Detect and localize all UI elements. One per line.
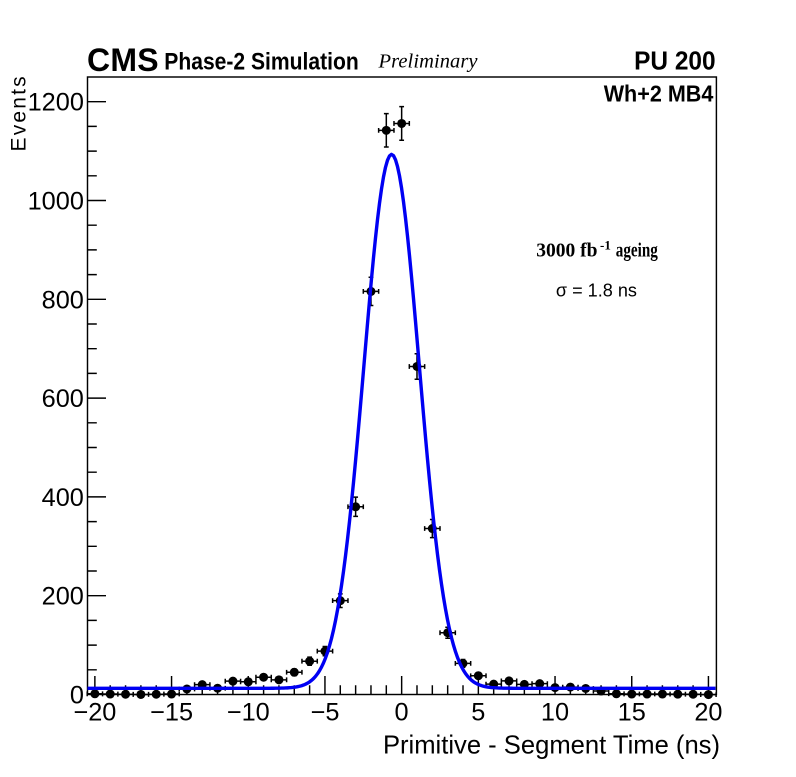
- svg-text:Phase-2 Simulation: Phase-2 Simulation: [164, 49, 358, 76]
- svg-text:−5: −5: [311, 699, 340, 727]
- svg-text:Events: Events: [8, 76, 31, 151]
- svg-text:20: 20: [694, 699, 722, 727]
- svg-text:5: 5: [471, 699, 485, 727]
- svg-text:400: 400: [42, 484, 84, 512]
- svg-text:PU 200: PU 200: [634, 47, 716, 75]
- svg-text:1200: 1200: [28, 89, 84, 117]
- svg-text:−15: −15: [150, 699, 193, 727]
- svg-text:Wh+2 MB4: Wh+2 MB4: [604, 80, 714, 106]
- svg-text:CMS: CMS: [87, 42, 159, 78]
- svg-text:800: 800: [42, 286, 84, 314]
- svg-text:10: 10: [541, 699, 569, 727]
- svg-text:0: 0: [395, 699, 409, 727]
- svg-text:600: 600: [42, 385, 84, 413]
- svg-text:Primitive - Segment Time (ns): Primitive - Segment Time (ns): [383, 732, 720, 760]
- svg-text:−10: −10: [227, 699, 270, 727]
- svg-text:200: 200: [42, 583, 84, 611]
- svg-text:σ = 1.8 ns: σ = 1.8 ns: [556, 280, 637, 300]
- svg-text:ageing: ageing: [616, 240, 658, 262]
- svg-text:Preliminary: Preliminary: [378, 51, 479, 73]
- svg-text:1000: 1000: [28, 188, 84, 216]
- svg-text:-1: -1: [600, 237, 611, 252]
- svg-text:15: 15: [618, 699, 646, 727]
- svg-text:3000 fb: 3000 fb: [536, 241, 597, 262]
- svg-text:0: 0: [70, 682, 84, 710]
- svg-text:−20: −20: [73, 699, 116, 727]
